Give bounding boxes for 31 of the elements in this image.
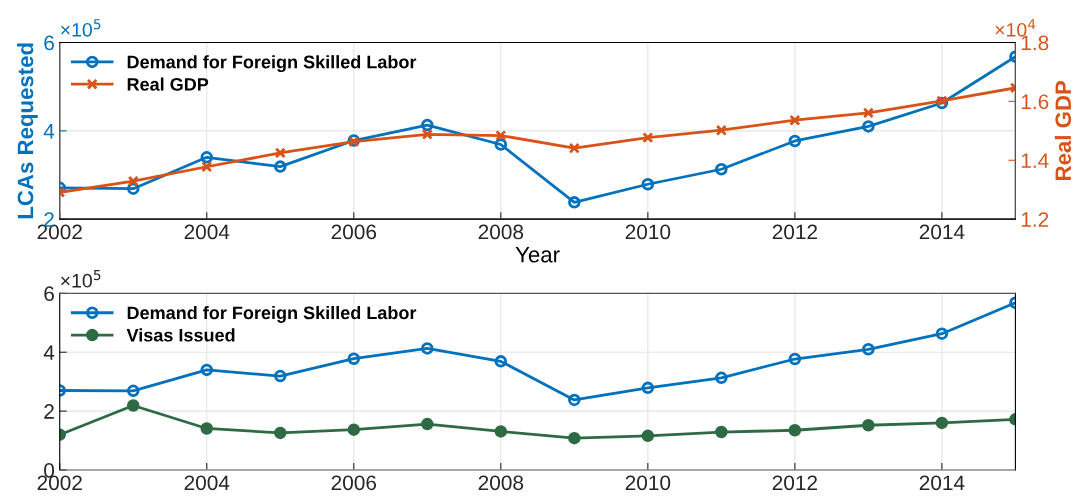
y2-tick-label: 1.6 <box>1021 94 1049 110</box>
y-tick-label: 6 <box>44 286 54 302</box>
y2-tick-label: 1.4 <box>1021 153 1049 168</box>
x-tick-label: 2006 <box>331 475 377 491</box>
y2-tick-label: 1.2 <box>1021 212 1049 227</box>
y-tick-label: 6 <box>44 35 54 51</box>
y-tick-label: 2 <box>44 404 54 419</box>
x-tick-label: 2010 <box>625 224 671 240</box>
y2-axis-title: Real GDP <box>1054 80 1072 180</box>
x-tick-label: 2004 <box>184 224 230 240</box>
x-tick-label: 2004 <box>184 475 230 491</box>
legend-label: Visas Issued <box>126 328 235 342</box>
x-tick-label: 2010 <box>625 475 671 491</box>
text: ×10$^{5}$ <box>61 19 101 37</box>
y-tick-label: 4 <box>43 345 55 360</box>
legend-label: Demand for Foreign Skilled Labor <box>127 55 417 73</box>
x-axis-title: Year <box>515 247 560 263</box>
x-tick-label: 2014 <box>919 475 965 491</box>
x-tick-label: 2008 <box>478 475 524 491</box>
legend-label: Demand for Foreign Skilled Labor <box>127 305 417 323</box>
x-tick-label: 2008 <box>478 224 524 240</box>
x-tick-label: 2006 <box>331 224 377 240</box>
x-tick-label: 2014 <box>919 224 965 240</box>
y-tick-label: 4 <box>43 124 55 139</box>
y2-tick-label: 1.8 <box>1021 35 1049 51</box>
text: ×10$^{5}$ <box>61 270 101 288</box>
x-tick-label: 2012 <box>772 224 817 240</box>
legend-label: Real GDP <box>127 77 209 91</box>
text: ×10$^{4}$ <box>995 19 1036 37</box>
y-axis-title: LCAs Requested <box>17 43 38 219</box>
x-tick-label: 2012 <box>772 475 817 491</box>
